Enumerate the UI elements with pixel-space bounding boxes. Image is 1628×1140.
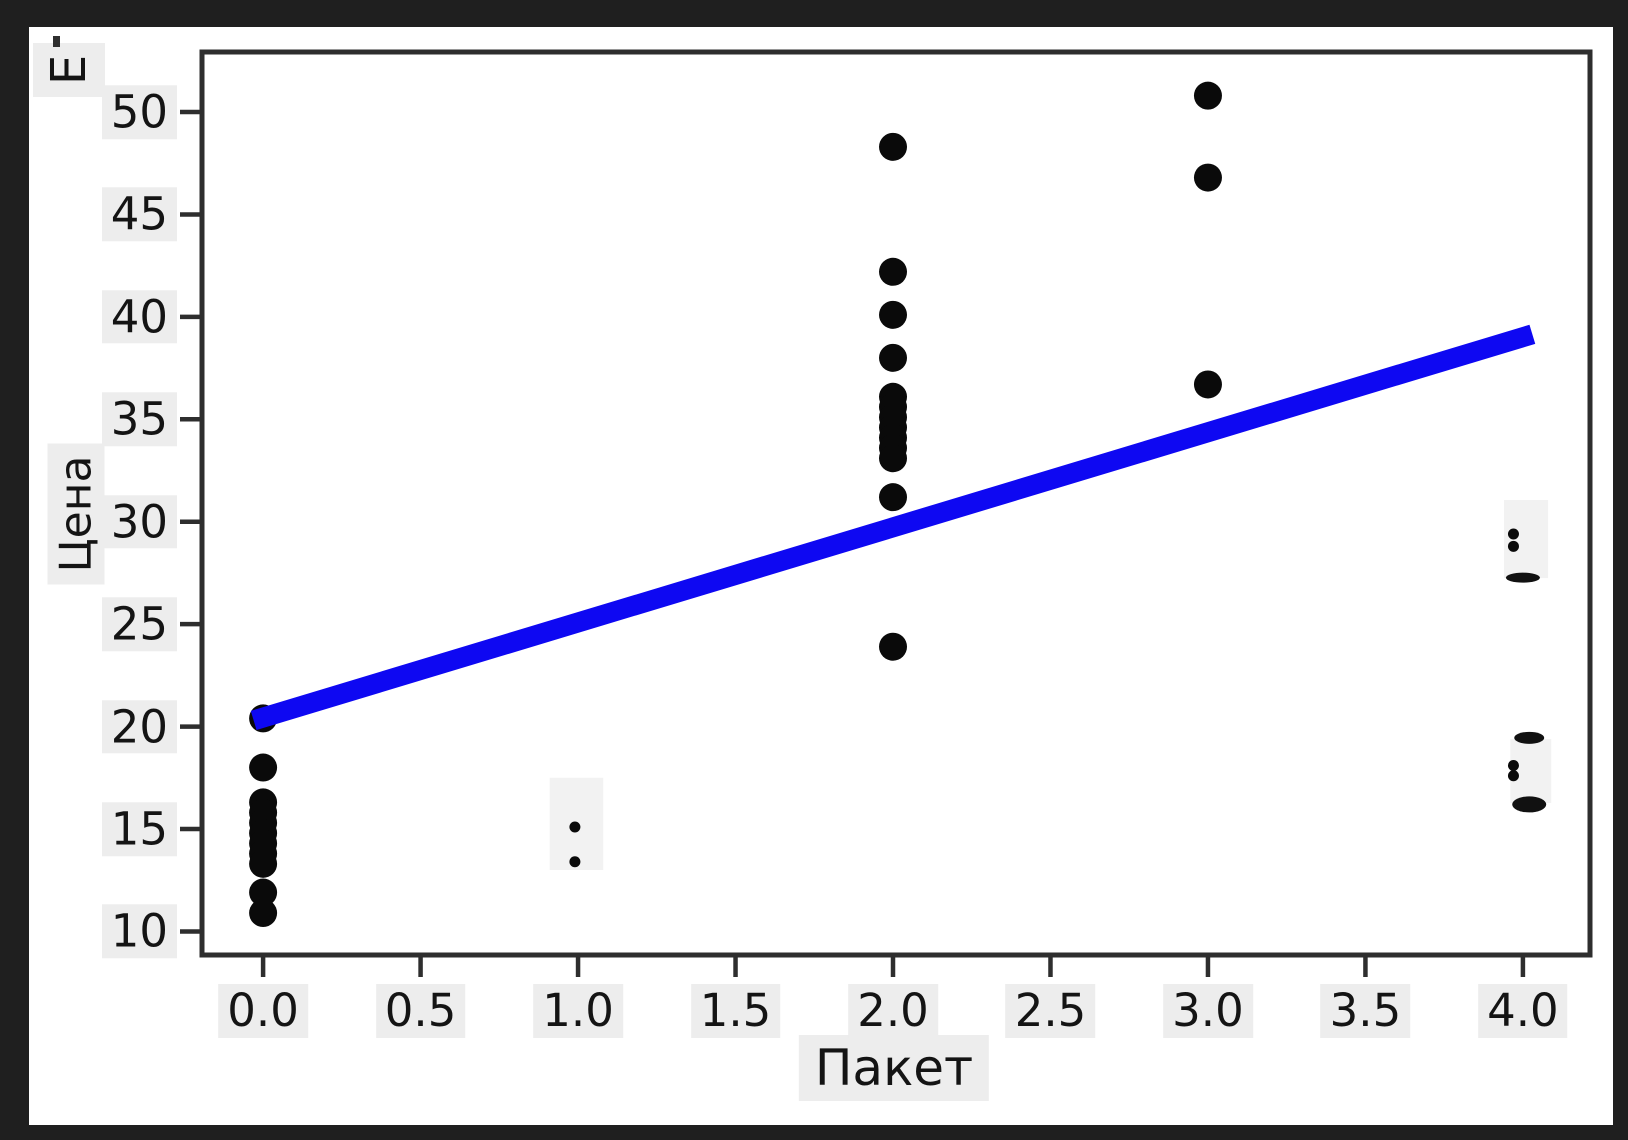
x-tick-label-1.0: 1.0	[533, 984, 623, 1038]
axis-spines	[199, 49, 1593, 958]
partial-title-box: Е	[33, 43, 105, 97]
x-tick-label-2.0: 2.0	[848, 984, 938, 1038]
x-tick-label-2.5: 2.5	[1005, 984, 1096, 1038]
scatter-points	[249, 81, 1222, 928]
y-axis-label: Цена	[47, 443, 105, 585]
y-tick-label-25: 25	[101, 597, 177, 651]
x-tick-label-0.5: 0.5	[375, 984, 466, 1038]
stray-mark	[53, 36, 60, 47]
y-tick-label-15: 15	[101, 802, 177, 856]
y-tick-label-30: 30	[101, 494, 177, 549]
mini-points	[569, 528, 1519, 868]
overlay-boxes	[549, 500, 1552, 870]
plot-area	[180, 49, 1593, 977]
y-tick-label-50: 50	[101, 85, 177, 139]
x-axis-label: Пакет	[798, 1035, 990, 1101]
partial-title-letter: Е	[40, 54, 97, 86]
tick-marks	[180, 109, 1526, 977]
regression-line	[250, 324, 1536, 731]
y-tick-label-40: 40	[101, 290, 177, 344]
y-tick-label-10: 10	[101, 904, 177, 959]
y-tick-label-35: 35	[101, 392, 177, 447]
occluded-marker-fragments	[1505, 572, 1547, 813]
x-tick-label-0.0: 0.0	[218, 984, 308, 1038]
x-tick-label-1.5: 1.5	[690, 984, 781, 1038]
y-tick-label-20: 20	[101, 699, 177, 754]
x-tick-label-3.0: 3.0	[1163, 984, 1253, 1038]
chart-figure: Е Цена Пакет 10 15 20 25 30 35 40 45 50 0.0 0.5 1.0…	[29, 27, 1613, 1125]
x-tick-label-4.0: 4.0	[1478, 984, 1568, 1038]
y-tick-label-45: 45	[101, 187, 177, 242]
x-tick-label-3.5: 3.5	[1320, 984, 1411, 1038]
